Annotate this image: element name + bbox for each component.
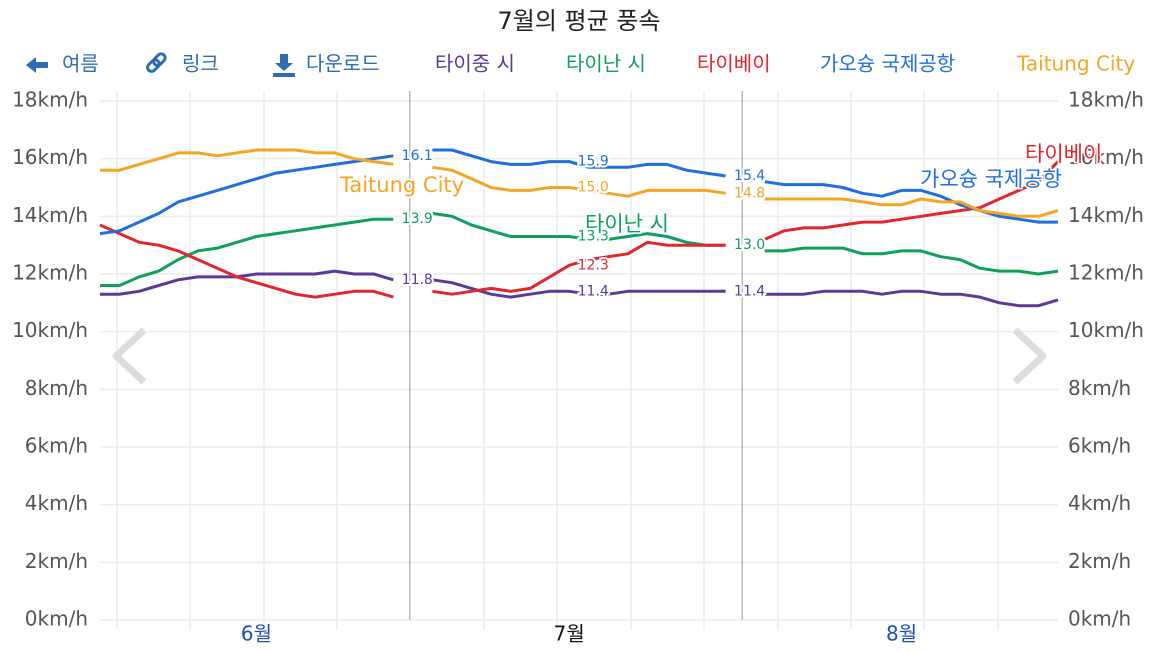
y-tick-label: 0km/h xyxy=(25,607,88,631)
y-tick-label: 18km/h xyxy=(12,88,88,112)
series-line xyxy=(100,211,1059,287)
y-tick-label-right: 0km/h xyxy=(1068,607,1131,631)
y-tick-label-right: 4km/h xyxy=(1068,491,1131,515)
data-label: 11.8 xyxy=(402,272,433,288)
series-inline-label: 타이난 시 xyxy=(585,212,669,236)
series-inline-label: 가오슝 국제공항 xyxy=(920,167,1062,191)
series-line xyxy=(100,148,1059,218)
y-tick-label: 4km/h xyxy=(25,491,88,515)
legend-entry[interactable]: 가오슝 국제공항 xyxy=(820,52,955,76)
data-label: 15.9 xyxy=(578,154,609,170)
data-label: 11.4 xyxy=(578,283,609,299)
series-line xyxy=(99,160,1060,299)
data-label: 16.1 xyxy=(402,148,433,164)
back-button[interactable]: 여름 xyxy=(62,52,99,76)
link-icon[interactable] xyxy=(146,52,167,73)
y-tick-label: 16km/h xyxy=(12,145,88,169)
data-label: 14.8 xyxy=(734,185,765,201)
toolbar: 여름 링크 다운로드 xyxy=(26,52,380,77)
y-tick-label: 6km/h xyxy=(25,434,88,458)
x-tick-label: 8월 xyxy=(886,622,917,646)
chart-title: 7월의 평균 풍속 xyxy=(497,7,660,35)
legend-entry[interactable]: Taitung City xyxy=(1016,52,1135,76)
data-label: 15.4 xyxy=(734,168,765,184)
y-tick-label-right: 18km/h xyxy=(1068,88,1144,112)
download-button[interactable]: 다운로드 xyxy=(306,52,380,76)
data-label: 11.4 xyxy=(734,283,765,299)
series-line xyxy=(99,148,1058,236)
y-tick-label-right: 2km/h xyxy=(1068,549,1131,573)
y-tick-label-right: 8km/h xyxy=(1068,376,1131,400)
y-tick-label-right: 10km/h xyxy=(1068,318,1144,342)
data-label: 13.9 xyxy=(402,211,433,227)
legend-entry[interactable]: 타이난 시 xyxy=(566,52,646,76)
y-tick-label-right: 12km/h xyxy=(1068,261,1144,285)
prev-arrow[interactable] xyxy=(112,327,147,385)
y-tick-label: 12km/h xyxy=(12,261,88,285)
y-tick-label-right: 14km/h xyxy=(1068,203,1144,227)
legend-entry[interactable]: 타이중 시 xyxy=(435,52,515,76)
legend-entry[interactable]: 타이베이 xyxy=(697,52,771,76)
y-tick-label: 8km/h xyxy=(25,376,88,400)
next-arrow[interactable] xyxy=(1012,327,1047,385)
link-button[interactable]: 링크 xyxy=(182,52,219,76)
data-label: 13.3 xyxy=(578,229,609,245)
y-tick-label: 14km/h xyxy=(12,203,88,227)
series-inline-label: Taitung City xyxy=(339,173,464,197)
download-icon[interactable] xyxy=(273,54,295,77)
y-tick-label-right: 16km/h xyxy=(1068,145,1144,169)
back-icon[interactable] xyxy=(26,57,48,73)
y-tick-label: 2km/h xyxy=(25,549,88,573)
data-label: 12.3 xyxy=(578,257,609,273)
y-tick-label: 10km/h xyxy=(12,318,88,342)
y-tick-label-right: 6km/h xyxy=(1068,434,1131,458)
x-tick-label: 6월 xyxy=(241,622,272,646)
data-label: 15.0 xyxy=(578,180,609,196)
data-label: 13.0 xyxy=(734,237,765,253)
x-tick-label: 7월 xyxy=(554,622,585,646)
series-inline-label: 타이베이 xyxy=(1025,142,1102,166)
